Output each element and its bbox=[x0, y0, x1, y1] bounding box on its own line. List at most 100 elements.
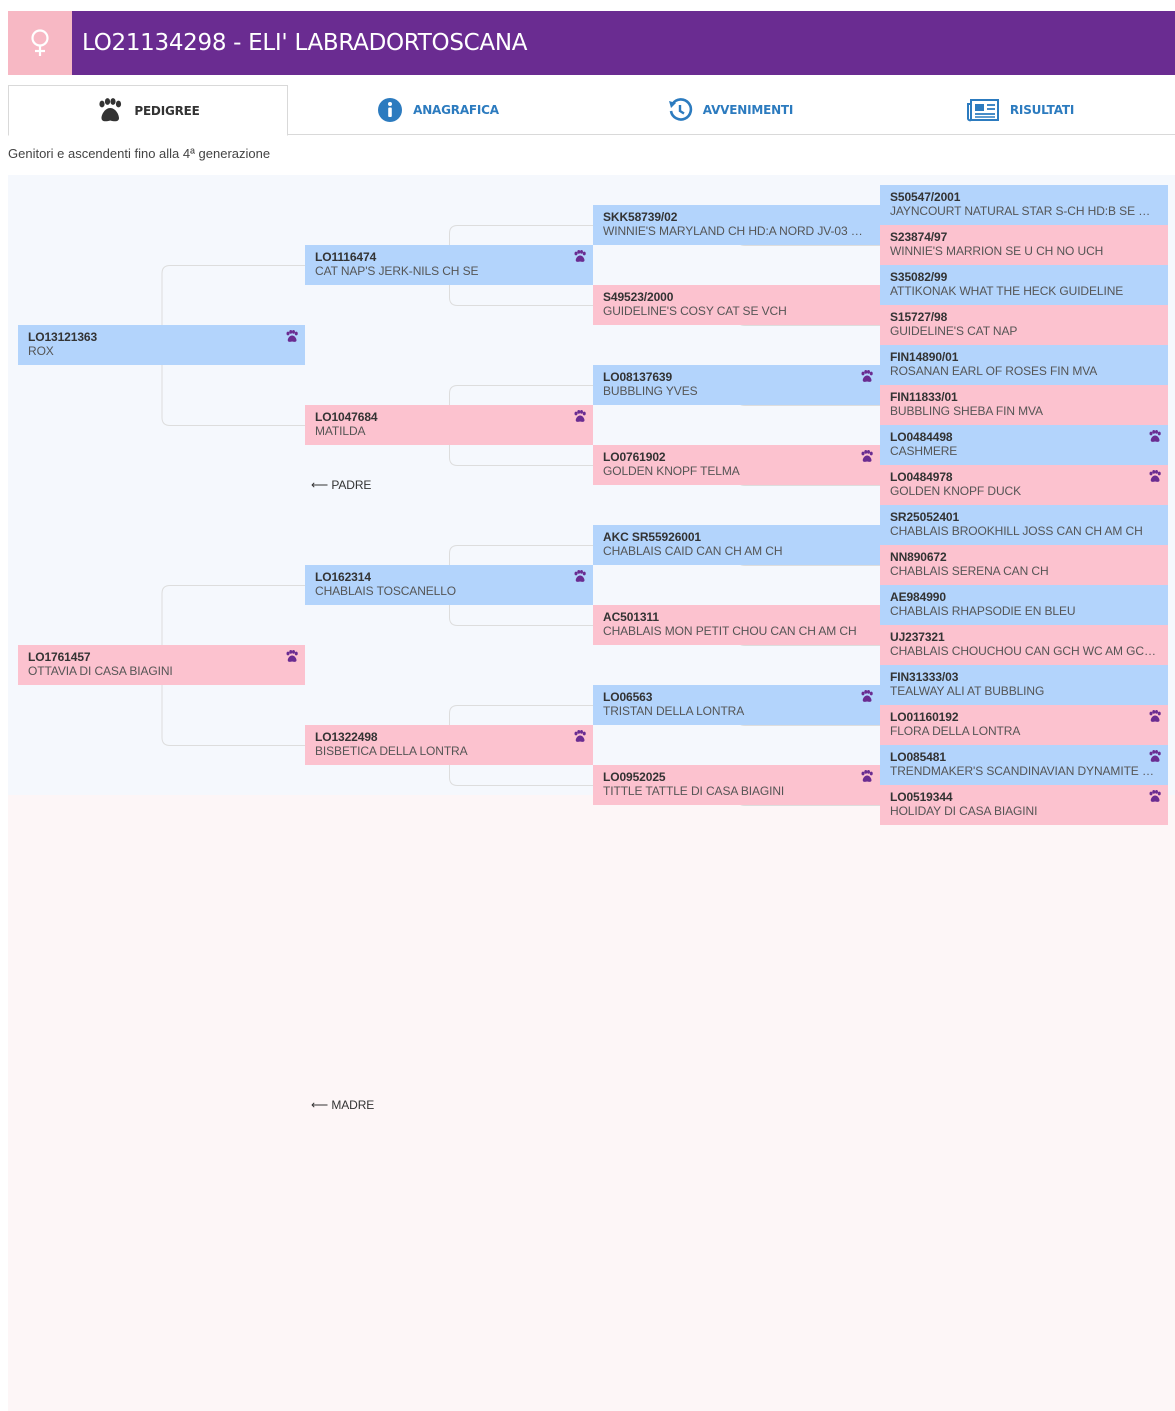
paw-icon[interactable] bbox=[1148, 430, 1162, 443]
dog-name: GOLDEN KNOPF DUCK bbox=[890, 484, 1021, 498]
dog-registration: AC501311 bbox=[603, 610, 659, 624]
pedigree-card-mmmf[interactable]: LO085481 TRENDMAKER'S SCANDINAVIAN DYNAMI… bbox=[880, 745, 1168, 785]
paw-icon[interactable] bbox=[285, 650, 299, 663]
pedigree-card-mmfm[interactable]: LO01160192 FLORA DELLA LONTRA bbox=[880, 705, 1168, 745]
dog-name: FLORA DELLA LONTRA bbox=[890, 724, 1021, 738]
dog-registration: LO1047684 bbox=[315, 410, 378, 424]
dog-registration: LO01160192 bbox=[890, 710, 959, 724]
sex-badge bbox=[8, 11, 72, 75]
pedigree-card-mmf[interactable]: LO06563 TRISTAN DELLA LONTRA bbox=[593, 685, 880, 725]
dog-name: CHABLAIS SERENA CAN CH bbox=[890, 564, 1049, 578]
paw-icon[interactable] bbox=[1148, 790, 1162, 803]
pedigree-subtitle: Genitori e ascendenti fino alla 4ª gener… bbox=[8, 146, 271, 161]
pedigree-card-fm[interactable]: LO1047684 MATILDA bbox=[305, 405, 593, 445]
page-title: LO21134298 - ELI' LABRADORTOSCANA bbox=[82, 30, 528, 56]
paw-icon[interactable] bbox=[860, 370, 874, 383]
pedigree-card-mmm[interactable]: LO0952025 TITTLE TATTLE DI CASA BIAGINI bbox=[593, 765, 880, 805]
pedigree-card-fffm[interactable]: S23874/97 WINNIE'S MARRION SE U CH NO UCH bbox=[880, 225, 1168, 265]
dog-registration: LO0484978 bbox=[890, 470, 953, 484]
page-header: LO21134298 - ELI' LABRADORTOSCANA bbox=[8, 11, 1175, 75]
paw-icon[interactable] bbox=[573, 730, 587, 743]
info-icon bbox=[377, 97, 403, 123]
dog-registration: LO162314 bbox=[315, 570, 371, 584]
pedigree-card-fmmm[interactable]: LO0484978 GOLDEN KNOPF DUCK bbox=[880, 465, 1168, 505]
pedigree-card-fff[interactable]: SKK58739/02 WINNIE'S MARYLAND CH HD:A NOR… bbox=[593, 205, 880, 245]
dog-name: TITTLE TATTLE DI CASA BIAGINI bbox=[603, 784, 785, 798]
paw-icon[interactable] bbox=[860, 770, 874, 783]
dog-name: ROX bbox=[28, 344, 54, 358]
paw-icon[interactable] bbox=[860, 450, 874, 463]
pedigree-card-mffm[interactable]: NN890672 CHABLAIS SERENA CAN CH bbox=[880, 545, 1168, 585]
dog-registration: UJ237321 bbox=[890, 630, 945, 644]
dog-name: WINNIE'S MARYLAND CH HD:A NORD JV-03 SE … bbox=[603, 224, 880, 238]
dog-name: GUIDELINE'S COSY CAT SE VCH bbox=[603, 304, 787, 318]
dog-registration: S15727/98 bbox=[890, 310, 948, 324]
paw-icon[interactable] bbox=[285, 330, 299, 343]
pedigree-card-mf[interactable]: LO162314 CHABLAIS TOSCANELLO bbox=[305, 565, 593, 605]
dog-registration: SKK58739/02 bbox=[603, 210, 678, 224]
tab-avvenimenti[interactable]: AVVENIMENTI bbox=[590, 85, 870, 135]
pedigree-card-mmmm[interactable]: LO0519344 HOLIDAY DI CASA BIAGINI bbox=[880, 785, 1168, 825]
pedigree-card-fmff[interactable]: FIN14890/01 ROSANAN EARL OF ROSES FIN MVA bbox=[880, 345, 1168, 385]
paw-icon[interactable] bbox=[1148, 710, 1162, 723]
paw-icon[interactable] bbox=[573, 410, 587, 423]
dog-registration: SR25052401 bbox=[890, 510, 960, 524]
tab-label: RISULTATI bbox=[1009, 103, 1075, 117]
dog-registration: AKC SR55926001 bbox=[603, 530, 701, 544]
pedigree-card-ffm[interactable]: S49523/2000 GUIDELINE'S COSY CAT SE VCH bbox=[593, 285, 880, 325]
paw-icon[interactable] bbox=[860, 690, 874, 703]
pedigree-card-ffmm[interactable]: S15727/98 GUIDELINE'S CAT NAP bbox=[880, 305, 1168, 345]
dog-name: ROSANAN EARL OF ROSES FIN MVA bbox=[890, 364, 1098, 378]
paw-icon bbox=[96, 97, 124, 124]
mother-label-text: MADRE bbox=[331, 1098, 375, 1112]
dog-name: CHABLAIS TOSCANELLO bbox=[315, 584, 457, 598]
pedigree-card-mfmm[interactable]: UJ237321 CHABLAIS CHOUCHOU CAN GCH WC AM … bbox=[880, 625, 1168, 665]
paw-icon[interactable] bbox=[1148, 750, 1162, 763]
dog-name: CHABLAIS CAID CAN CH AM CH bbox=[603, 544, 783, 558]
pedigree-card-ffff[interactable]: S50547/2001 JAYNCOURT NATURAL STAR S-CH H… bbox=[880, 185, 1168, 225]
dog-registration: S35082/99 bbox=[890, 270, 948, 284]
dog-registration: LO0484498 bbox=[890, 430, 953, 444]
pedigree-card-mmff[interactable]: FIN31333/03 TEALWAY ALI AT BUBBLING bbox=[880, 665, 1168, 705]
pedigree-card-ff[interactable]: LO1116474 CAT NAP'S JERK-NILS CH SE bbox=[305, 245, 593, 285]
tab-pedigree[interactable]: PEDIGREE bbox=[8, 85, 288, 136]
dog-name: CHABLAIS RHAPSODIE EN BLEU bbox=[890, 604, 1076, 618]
pedigree-card-mff[interactable]: AKC SR55926001 CHABLAIS CAID CAN CH AM CH bbox=[593, 525, 880, 565]
dog-registration: LO13121363 bbox=[28, 330, 98, 344]
dog-registration: FIN31333/03 bbox=[890, 670, 959, 684]
dog-name: TRISTAN DELLA LONTRA bbox=[603, 704, 745, 718]
pedigree-card-mfm[interactable]: AC501311 CHABLAIS MON PETIT CHOU CAN CH A… bbox=[593, 605, 880, 645]
paw-icon[interactable] bbox=[573, 570, 587, 583]
dog-name: GOLDEN KNOPF TELMA bbox=[603, 464, 740, 478]
tab-label: AVVENIMENTI bbox=[702, 103, 794, 117]
arrow-left-icon: ⟵ bbox=[311, 478, 329, 492]
pedigree-card-fmf[interactable]: LO08137639 BUBBLING YVES bbox=[593, 365, 880, 405]
mother-label: ⟵ MADRE bbox=[311, 1098, 374, 1112]
arrow-left-icon: ⟵ bbox=[311, 1098, 329, 1112]
dog-name: OTTAVIA DI CASA BIAGINI bbox=[28, 664, 173, 678]
pedigree-card-ffmf[interactable]: S35082/99 ATTIKONAK WHAT THE HECK GUIDELI… bbox=[880, 265, 1168, 305]
maternal-section-background bbox=[8, 795, 1175, 1411]
pedigree-card-mm[interactable]: LO1322498 BISBETICA DELLA LONTRA bbox=[305, 725, 593, 765]
dog-name: CHABLAIS CHOUCHOU CAN GCH WC AM GCH … bbox=[890, 644, 1168, 658]
tab-label: PEDIGREE bbox=[134, 103, 200, 118]
dog-name: GUIDELINE'S CAT NAP bbox=[890, 324, 1018, 338]
tab-risultati[interactable]: RISULTATI bbox=[880, 85, 1160, 135]
pedigree-card-mfff[interactable]: SR25052401 CHABLAIS BROOKHILL JOSS CAN CH… bbox=[880, 505, 1168, 545]
father-label-text: PADRE bbox=[331, 478, 372, 492]
father-label: ⟵ PADRE bbox=[311, 478, 371, 492]
dog-registration: FIN14890/01 bbox=[890, 350, 959, 364]
dog-name: CHABLAIS MON PETIT CHOU CAN CH AM CH bbox=[603, 624, 857, 638]
pedigree-card-fmm[interactable]: LO0761902 GOLDEN KNOPF TELMA bbox=[593, 445, 880, 485]
dog-registration: S23874/97 bbox=[890, 230, 948, 244]
pedigree-card-fmfm[interactable]: FIN11833/01 BUBBLING SHEBA FIN MVA bbox=[880, 385, 1168, 425]
pedigree-card-mfmf[interactable]: AE984990 CHABLAIS RHAPSODIE EN BLEU bbox=[880, 585, 1168, 625]
dog-registration: LO1322498 bbox=[315, 730, 378, 744]
female-symbol-icon bbox=[31, 29, 49, 56]
pedigree-card-mother[interactable]: LO1761457 OTTAVIA DI CASA BIAGINI bbox=[18, 645, 305, 685]
paw-icon[interactable] bbox=[573, 250, 587, 263]
paw-icon[interactable] bbox=[1148, 470, 1162, 483]
tab-anagrafica[interactable]: ANAGRAFICA bbox=[298, 85, 578, 135]
pedigree-card-father[interactable]: LO13121363 ROX bbox=[18, 325, 305, 365]
pedigree-card-fmmf[interactable]: LO0484498 CASHMERE bbox=[880, 425, 1168, 465]
